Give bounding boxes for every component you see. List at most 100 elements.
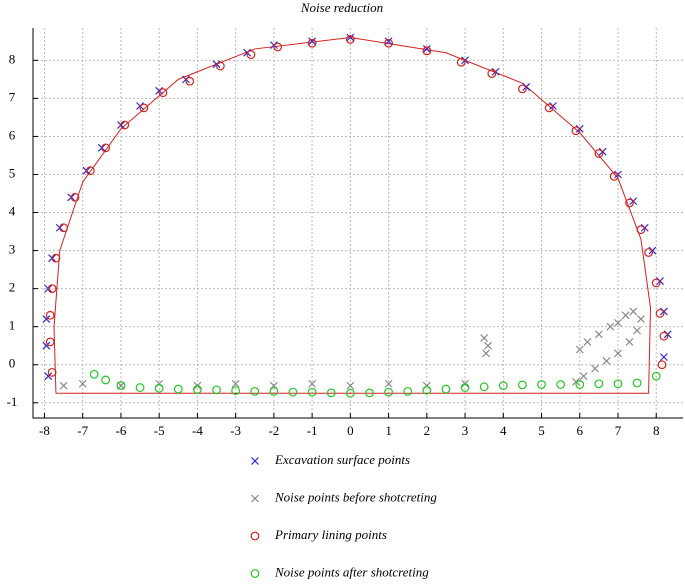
point [456,57,466,67]
point [307,387,317,397]
point [544,103,554,113]
point [460,383,470,392]
point [116,381,126,391]
point [537,380,546,389]
point [625,198,634,208]
point [59,381,68,390]
legend-label: Noise points after shotcreting [274,564,429,579]
point [89,369,99,379]
point [44,372,53,381]
x-tick-label: -4 [192,423,203,438]
point [47,284,57,294]
x-tick-label: -8 [39,423,50,438]
point [480,334,489,343]
legend-marker [250,531,260,541]
point [384,37,393,46]
point [621,311,630,320]
point [231,386,241,396]
point [59,223,68,233]
point [215,61,225,71]
x-tick-label: 8 [653,423,660,438]
point [45,337,55,347]
axis-frame [32,28,683,419]
x-tick-label: 4 [500,423,507,438]
x-tick-label: 6 [577,423,584,438]
point [117,381,125,390]
y-tick-label: 4 [9,204,16,219]
point [498,381,508,391]
point [422,385,432,395]
point [487,69,497,79]
point [51,253,61,263]
point [365,388,374,398]
x-tick-label: -6 [116,423,127,438]
point [518,84,527,94]
x-tick-label: -7 [77,423,88,438]
point [572,377,580,386]
point [657,360,667,370]
point [571,126,581,136]
point [479,382,489,392]
point [594,149,604,158]
point [651,278,661,288]
point [637,315,645,323]
point [346,381,355,390]
point [606,322,615,331]
y-tick-label: 6 [9,127,16,142]
legend-marker [251,457,259,465]
design-outline [53,37,652,394]
point [135,383,145,392]
point [185,76,195,86]
x-tick-label: 5 [538,423,545,438]
point [158,88,168,98]
x-tick-label: -5 [154,423,165,438]
point [326,388,336,398]
x-tick-label: -1 [307,423,318,438]
point [629,307,638,316]
point [632,378,642,388]
point [651,371,661,381]
x-tick-label: 3 [462,423,469,438]
x-tick-label: 7 [615,423,622,438]
point [42,315,51,323]
y-tick-label: 7 [9,89,16,104]
point [155,379,164,388]
x-tick-label: -2 [268,423,279,438]
x-tick-label: 2 [424,423,431,438]
point [346,33,355,42]
point [614,318,622,327]
point [307,38,317,48]
legend-marker [250,569,260,578]
x-tick-label: 0 [347,423,354,438]
point [120,120,130,130]
y-tick-label: 5 [9,165,16,180]
point [308,379,317,388]
point [625,337,634,346]
point [594,330,603,339]
legend-label: Excavation surface points [274,452,410,467]
point [246,50,256,60]
y-tick-label: 3 [9,242,16,257]
point [441,384,451,394]
point [42,341,51,350]
point [193,385,202,394]
legend-label: Primary lining points [274,527,387,542]
x-tick-label: -3 [230,423,241,438]
point [609,171,619,181]
point [384,38,393,48]
point [556,380,566,389]
point [154,383,164,393]
point [518,380,527,390]
point [644,248,653,257]
legend-label: Noise points before shotcreting [274,489,437,504]
point [579,372,588,381]
point [403,386,413,396]
point [288,387,298,397]
point [101,375,111,385]
point [422,45,431,53]
point [591,364,599,373]
point [613,379,623,389]
point [78,379,87,388]
